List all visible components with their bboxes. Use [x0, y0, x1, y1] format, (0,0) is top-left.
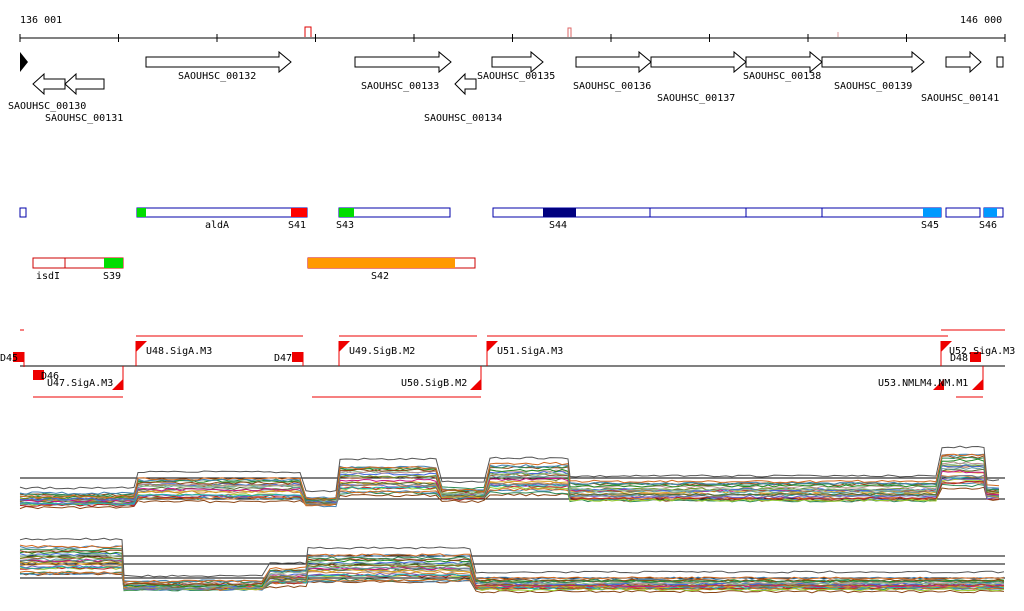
segment-highlight-lightblue [923, 208, 941, 217]
ruler-marker [304, 26, 312, 37]
feature-label-U53: U53.NMLM4.NM.M1 [878, 378, 968, 389]
feature-track: D45 D46 U47.SigA.M3 U48.SigA.M3 D47 U49.… [0, 329, 1015, 398]
gene-label-00136: SAOUHSC_00136 [573, 81, 651, 92]
expression-profile-line [19, 453, 1000, 500]
feature-label-D48: D48 [950, 353, 968, 364]
segment-highlight-lightblue [984, 208, 997, 217]
feature-label-U47: U47.SigA.M3 [47, 378, 113, 389]
expression-track-minus [19, 537, 1005, 594]
gene-label-00138: SAOUHSC_00138 [743, 71, 821, 82]
gene-arrow-00130[interactable] [32, 72, 66, 96]
segment-label-S44: S44 [549, 220, 567, 231]
expression-profile-line [19, 547, 1005, 584]
feature-label-U48: U48.SigA.M3 [146, 346, 212, 357]
promoter-icon[interactable] [487, 341, 498, 352]
gene-arrow-00131[interactable] [64, 72, 105, 96]
promoter-icon[interactable] [933, 379, 944, 390]
segment-highlight-green [339, 208, 354, 217]
segment-highlight-green [104, 258, 123, 268]
promoter-icon[interactable] [972, 379, 983, 390]
expression-profile-line [19, 474, 1000, 505]
gene-arrow-00136[interactable] [575, 50, 652, 74]
segment-track-minus: isdI S39 S42 [32, 257, 476, 282]
gene-track: SAOUHSC_00130 SAOUHSC_00131 SAOUHSC_0013… [8, 50, 1004, 124]
segment-box[interactable] [19, 207, 27, 218]
promoter-icon[interactable] [470, 379, 481, 390]
segment-label-isdI: isdI [36, 271, 60, 282]
feature-label-D46: D46 [41, 371, 59, 382]
expression-profile-line [19, 458, 1000, 501]
gene-arrow-00134[interactable] [454, 72, 477, 96]
expression-track-plus [19, 445, 1005, 510]
segment-track-plus: aldA S41 S43 S44 S45 S46 [19, 207, 1004, 231]
gene-label-00135: SAOUHSC_00135 [477, 71, 555, 82]
gene-label-00139: SAOUHSC_00139 [834, 81, 912, 92]
gene-label-00130: SAOUHSC_00130 [8, 101, 86, 112]
terminator-icon[interactable] [292, 352, 303, 362]
gene-arrow-00138[interactable] [745, 50, 823, 74]
gene-arrow-00137[interactable] [650, 50, 747, 74]
terminator-icon[interactable] [13, 352, 24, 362]
ruler-ticks [19, 34, 1006, 42]
expression-profile-line [19, 461, 1000, 501]
expression-profile-line [19, 462, 1000, 503]
ruler-start-label: 136 001 [20, 15, 62, 26]
expression-profile-line [19, 480, 1000, 508]
expression-profile-line [19, 455, 1000, 501]
segment-label-S45: S45 [921, 220, 939, 231]
segment-box[interactable] [945, 207, 981, 218]
expression-profile-line [19, 470, 1000, 504]
gene-label-00133: SAOUHSC_00133 [361, 81, 439, 92]
segment-label-S42: S42 [371, 271, 389, 282]
expression-profile-line [19, 544, 1005, 583]
ruler-end-label: 146 000 [960, 15, 1002, 26]
terminator-icon[interactable] [33, 370, 44, 380]
feature-label-U50: U50.SigB.M2 [401, 378, 467, 389]
promoter-icon[interactable] [112, 379, 123, 390]
gene-label-00137: SAOUHSC_00137 [657, 93, 735, 104]
segment-highlight-navy [543, 208, 576, 217]
feature-label-D47: D47 [274, 353, 292, 364]
gene-arrow-00133[interactable] [354, 50, 452, 74]
position-ruler: 136 001 146 000 [19, 15, 1006, 42]
feature-label-U49: U49.SigB.M2 [349, 346, 415, 357]
promoter-icon[interactable] [136, 341, 147, 352]
expression-profile-max [19, 445, 1000, 493]
segment-highlight-green [137, 208, 146, 217]
feature-label-U52: U52.SigA.M3 [949, 346, 1015, 357]
segment-highlight-red [291, 208, 307, 217]
gene-arrow-00135[interactable] [491, 50, 544, 74]
feature-label-U51: U51.SigA.M3 [497, 346, 563, 357]
terminator-icon[interactable] [970, 352, 981, 362]
promoter-icon[interactable] [339, 341, 350, 352]
segment-highlight-orange [308, 258, 455, 268]
segment-label-aldA: aldA [205, 220, 229, 231]
segment-box-aldA[interactable] [136, 207, 308, 218]
gene-label-00141: SAOUHSC_00141 [921, 93, 999, 104]
promoter-icon[interactable] [941, 341, 952, 352]
segment-label-S46: S46 [979, 220, 997, 231]
feature-label-D45: D45 [0, 353, 18, 364]
expression-profile-line [19, 453, 1000, 500]
ruler-marker [567, 27, 572, 37]
gene-label-00131: SAOUHSC_00131 [45, 113, 123, 124]
gene-label-00132: SAOUHSC_00132 [178, 71, 256, 82]
segment-label-S41: S41 [288, 220, 306, 231]
gene-arrow-partial[interactable] [996, 56, 1004, 68]
segment-label-S43: S43 [336, 220, 354, 231]
gene-label-00134: SAOUHSC_00134 [424, 113, 502, 124]
expression-profile-max [19, 537, 1005, 578]
gene-arrow-00141[interactable] [945, 50, 982, 74]
segment-box-S43[interactable] [338, 207, 451, 218]
gene-arrow-00139[interactable] [821, 50, 925, 74]
segment-label-S39: S39 [103, 271, 121, 282]
gene-arrow-00132[interactable] [145, 50, 292, 74]
replicon-start-icon [20, 52, 28, 72]
